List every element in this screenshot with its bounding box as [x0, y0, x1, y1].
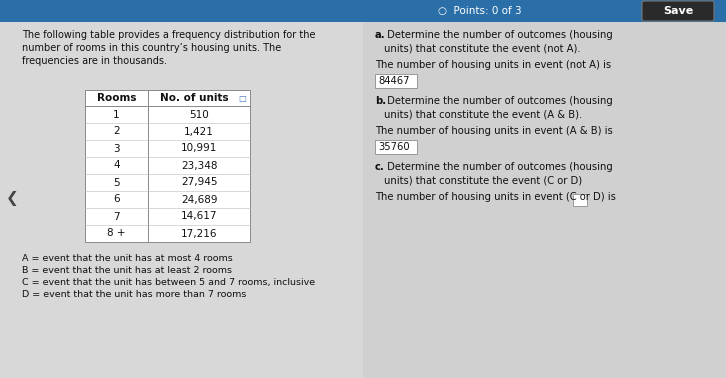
Text: D = event that the unit has more than 7 rooms: D = event that the unit has more than 7 …	[22, 290, 246, 299]
Text: 35760: 35760	[378, 142, 409, 152]
Text: 23,348: 23,348	[181, 161, 217, 170]
Bar	[573, 194, 587, 206]
Bar	[0, 0, 726, 22]
Text: 6: 6	[113, 195, 120, 204]
FancyBboxPatch shape	[642, 1, 714, 21]
Text: 4: 4	[113, 161, 120, 170]
Text: Determine the number of outcomes (housing
units) that constitute the event (not : Determine the number of outcomes (housin…	[384, 30, 613, 53]
Text: Save: Save	[663, 6, 693, 16]
Text: ❮: ❮	[6, 192, 19, 206]
Text: The number of housing units in event (A & B) is: The number of housing units in event (A …	[375, 126, 613, 136]
Text: 14,617: 14,617	[181, 212, 217, 222]
Text: 3: 3	[113, 144, 120, 153]
Text: A = event that the unit has at most 4 rooms: A = event that the unit has at most 4 ro…	[22, 254, 233, 263]
Text: b.: b.	[375, 96, 386, 106]
Bar	[375, 140, 417, 154]
Text: 17,216: 17,216	[181, 228, 217, 239]
Text: 510: 510	[189, 110, 209, 119]
Text: Rooms: Rooms	[97, 93, 136, 103]
Text: C = event that the unit has between 5 and 7 rooms, inclusive: C = event that the unit has between 5 an…	[22, 278, 315, 287]
Text: □: □	[238, 93, 246, 102]
Text: The number of housing units in event (C or D) is: The number of housing units in event (C …	[375, 192, 616, 202]
Text: 84467: 84467	[378, 76, 409, 86]
Bar	[85, 90, 250, 242]
Text: No. of units: No. of units	[160, 93, 228, 103]
Text: 27,945: 27,945	[181, 178, 217, 187]
Text: The number of housing units in event (not A) is: The number of housing units in event (no…	[375, 60, 611, 70]
Text: Determine the number of outcomes (housing
units) that constitute the event (A & : Determine the number of outcomes (housin…	[384, 96, 613, 119]
Text: ○  Points: 0 of 3: ○ Points: 0 of 3	[439, 6, 522, 16]
Text: 8 +: 8 +	[107, 228, 126, 239]
Text: Determine the number of outcomes (housing
units) that constitute the event (C or: Determine the number of outcomes (housin…	[384, 162, 613, 185]
Text: 10,991: 10,991	[181, 144, 217, 153]
Text: 7: 7	[113, 212, 120, 222]
Bar	[375, 74, 417, 88]
Text: B = event that the unit has at least 2 rooms: B = event that the unit has at least 2 r…	[22, 266, 232, 275]
Text: 1,421: 1,421	[184, 127, 214, 136]
Text: 1: 1	[113, 110, 120, 119]
Text: The following table provides a frequency distribution for the
number of rooms in: The following table provides a frequency…	[22, 30, 316, 67]
Text: 2: 2	[113, 127, 120, 136]
Text: 24,689: 24,689	[181, 195, 217, 204]
Bar	[363, 22, 726, 378]
Text: 5: 5	[113, 178, 120, 187]
Text: c.: c.	[375, 162, 385, 172]
Bar	[0, 22, 363, 378]
Text: a.: a.	[375, 30, 386, 40]
